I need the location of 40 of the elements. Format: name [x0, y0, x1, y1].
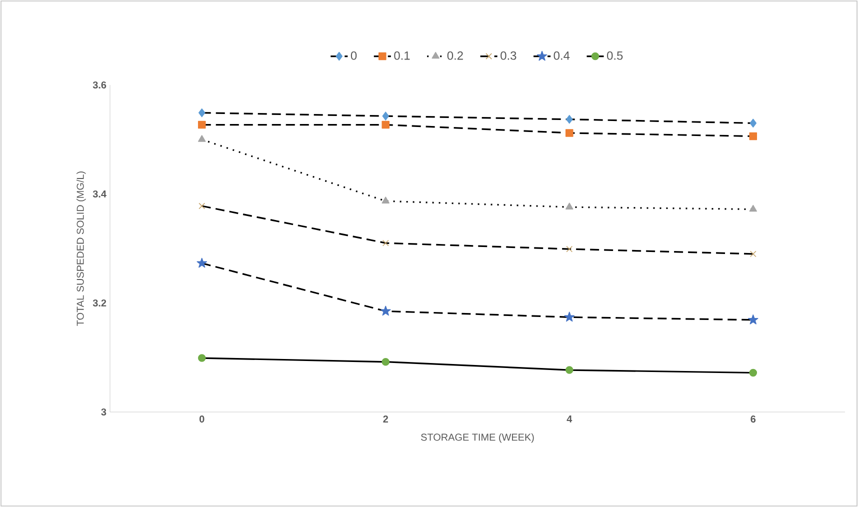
legend-label: 0.3 [500, 51, 516, 60]
point [198, 202, 206, 210]
point [565, 129, 574, 137]
point [749, 132, 758, 140]
point [565, 366, 574, 374]
point [380, 306, 391, 316]
point [196, 258, 208, 268]
x-tick-label: 0 [199, 416, 204, 423]
y-axis-title: TOTAL SUSPEDED SOLID (MG/L) [76, 172, 86, 326]
point [566, 202, 574, 210]
legend-label: 0.1 [394, 51, 410, 60]
point [750, 118, 757, 128]
x-tick-label: 6 [750, 416, 756, 423]
point [198, 120, 206, 129]
x-tick-label: 2 [383, 416, 388, 422]
y-tick-label: 3 [101, 408, 106, 416]
point [748, 314, 758, 324]
point [566, 114, 573, 124]
point [750, 250, 756, 258]
point [749, 204, 757, 212]
point [382, 240, 389, 246]
point [382, 120, 390, 129]
point [382, 112, 390, 120]
x-axis-title: STORAGE TIME (WEEK) [421, 433, 534, 443]
point [198, 354, 206, 362]
point [564, 312, 575, 322]
legend-label: 0.5 [607, 51, 623, 60]
point [198, 108, 206, 118]
point [198, 135, 206, 142]
point [749, 368, 758, 377]
y-tick-label: 3.4 [92, 190, 106, 198]
point [566, 246, 573, 252]
legend-label: 0.4 [554, 51, 570, 60]
point [382, 196, 390, 204]
legend-label: 0.2 [447, 51, 463, 60]
y-tick-label: 3.2 [92, 299, 106, 307]
y-tick-label: 3.6 [92, 81, 106, 89]
point [382, 358, 390, 366]
x-tick-label: 4 [566, 416, 572, 422]
legend-label: 0 [350, 51, 357, 60]
